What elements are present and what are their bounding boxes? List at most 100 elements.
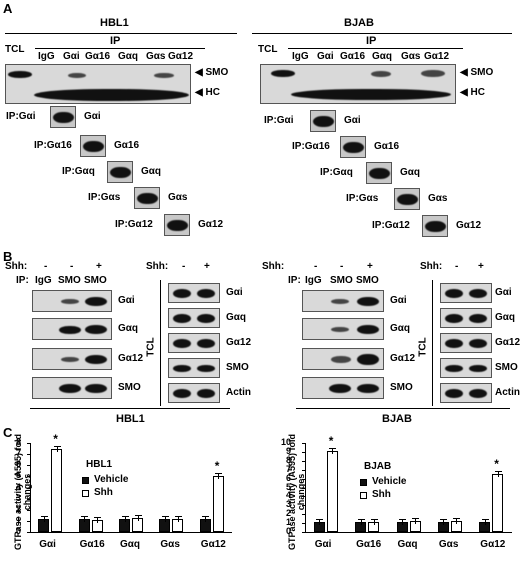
error-bar [456, 517, 458, 524]
y-tick [27, 443, 30, 444]
band [197, 389, 215, 398]
band [85, 355, 107, 364]
band [34, 89, 189, 101]
y-tick [27, 454, 30, 456]
y-tick-label: 2 [286, 508, 292, 519]
error-bar [443, 518, 445, 525]
b-left-lane-1: SMO [58, 275, 81, 286]
band [154, 73, 174, 78]
b-left-tcl-divider [160, 280, 161, 406]
band [357, 384, 379, 393]
category-label: Gαs [160, 539, 180, 550]
band [357, 354, 379, 365]
error-cap [440, 518, 448, 520]
y-tick [302, 532, 305, 533]
b-right-ip-blot-label-0: Gαi [390, 295, 407, 306]
a-left-sub-ip-2: IP:Gαq [62, 166, 95, 177]
error-bar [218, 473, 220, 480]
error-bar [360, 518, 362, 525]
a-left-lane-1: Gαi [63, 51, 80, 62]
band [271, 70, 295, 77]
error-bar [137, 514, 139, 521]
a-right-sub-protein-0: Gαi [344, 115, 361, 126]
band [331, 356, 351, 363]
y-tick [27, 509, 30, 511]
band [291, 89, 451, 100]
b-left-ip-blot-1 [32, 318, 112, 340]
a-left-sub-blot-3 [134, 187, 160, 209]
y-tick [302, 523, 305, 525]
y-tick-label: 4 [16, 481, 22, 492]
band [329, 384, 351, 393]
a-left-sub-protein-0: Gαi [84, 111, 101, 122]
a-left-tcl: TCL [5, 44, 25, 55]
a-left-lane-4: Gαs [146, 51, 166, 62]
b-left-ip-blot-label-3: SMO [118, 382, 141, 393]
legend-title: HBL1 [86, 459, 113, 470]
y-tick-label: 0 [16, 526, 22, 536]
error-cap [412, 517, 419, 519]
b-left-tcl-blot-label-0: Gαi [226, 287, 243, 298]
b-left-ip-blot-label-0: Gαi [118, 295, 135, 306]
a-right-sub-ip-1: IP:Gα16 [292, 141, 330, 152]
a-left-lane-2: Gα16 [85, 51, 111, 62]
band [357, 297, 379, 306]
panel-a-letter: A [3, 1, 13, 16]
band [445, 389, 463, 398]
error-bar [332, 448, 334, 454]
band [469, 389, 487, 398]
band [85, 297, 107, 306]
a-left-main-blot [5, 64, 191, 104]
band [469, 289, 487, 298]
a-right-hc-marker: ◀ HC [460, 87, 485, 98]
significance-star: * [494, 457, 499, 472]
y-axis [305, 443, 306, 532]
a-left-sub-protein-1: Gα16 [114, 140, 140, 151]
b-left-tcl-blot-1 [168, 308, 220, 328]
band [369, 168, 390, 179]
y-tick [302, 478, 305, 480]
a-right-lane-0: IgG [292, 51, 309, 62]
error-cap [494, 471, 502, 473]
b-right-tcl-blot-2 [440, 333, 492, 353]
shh-bar [326, 451, 338, 532]
b-right-ip-blot-3 [302, 377, 384, 399]
band [197, 365, 215, 372]
category-label: Gα12 [480, 539, 506, 550]
error-cap [329, 448, 337, 449]
band [85, 325, 107, 334]
y-tick-label: 8 [286, 454, 292, 465]
y-tick-label: 7 [16, 448, 22, 459]
band [357, 325, 379, 334]
b-right-ip-label: IP: [288, 275, 301, 286]
error-cap [357, 518, 365, 520]
error-cap [121, 516, 129, 518]
band [445, 339, 463, 348]
band [469, 314, 487, 323]
significance-star: * [214, 459, 220, 474]
band [53, 112, 74, 123]
panel-b-letter: B [3, 249, 13, 264]
band [331, 327, 349, 332]
b-left-title: HBL1 [116, 413, 145, 425]
a-right-sub-blot-2 [366, 162, 392, 184]
a-left-sub-protein-3: Gαs [168, 192, 188, 203]
error-bar [43, 516, 45, 523]
b-left-shh-mark-0: - [44, 261, 48, 272]
b-right-ip-blot-label-2: Gα12 [390, 353, 416, 364]
band [167, 220, 188, 231]
error-bar [97, 516, 99, 523]
b-left-tcl-blot-label-3: SMO [226, 362, 249, 373]
y-tick [27, 520, 30, 522]
b-left-ip-blot-label-1: Gαq [118, 323, 139, 334]
b-right-tcl-blot-label-1: Gαq [495, 312, 516, 323]
y-tick [302, 514, 305, 516]
y-tick-label: 5 [286, 481, 292, 492]
y-tick [302, 469, 305, 471]
a-right-sub-protein-2: Gαq [400, 167, 421, 178]
y-tick-label: 0 [286, 526, 292, 536]
a-left-sub-ip-4: IP:Gα12 [115, 219, 153, 230]
a-left-smo-marker: ◀ SMO [195, 67, 229, 78]
category-label: Gα16 [356, 539, 382, 550]
error-cap [94, 516, 102, 518]
